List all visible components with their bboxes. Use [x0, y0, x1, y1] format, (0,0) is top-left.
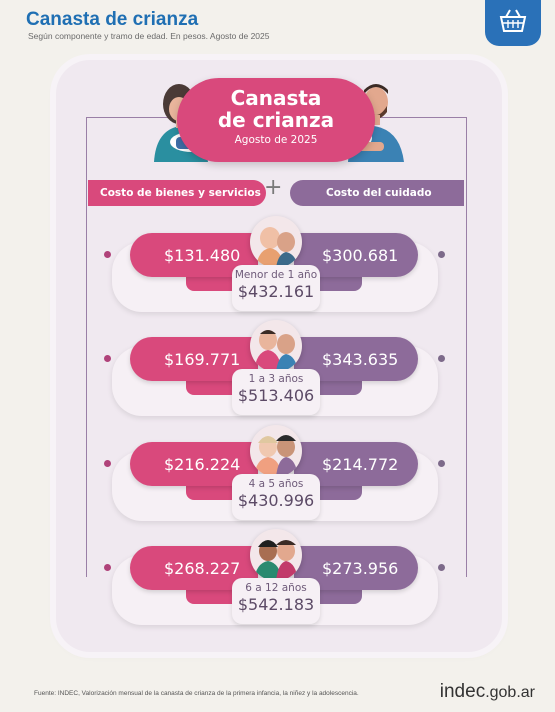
- category-goods-label: Costo de bienes y servicios: [100, 187, 261, 199]
- row-connector-right: [306, 486, 362, 500]
- row-dot-left: [104, 251, 111, 258]
- category-care: Costo del cuidado: [290, 180, 464, 206]
- goods-cost-value: $268.227: [164, 558, 241, 578]
- care-cost-value: $300.681: [322, 245, 399, 265]
- page-title: Canasta de crianza: [26, 9, 199, 30]
- age-illustration-children: [250, 529, 302, 581]
- total-box: 6 a 12 años $542.183: [232, 578, 320, 624]
- goods-cost-value: $131.480: [164, 245, 241, 265]
- row-dot-left: [104, 460, 111, 467]
- title-pill: Canasta de crianza Agosto de 2025: [177, 78, 375, 162]
- row-dot-right: [438, 460, 445, 467]
- row-dot-right: [438, 355, 445, 362]
- source-note: Fuente: INDEC, Valorización mensual de l…: [34, 690, 359, 697]
- total-value: $432.161: [237, 282, 315, 301]
- age-range-label: Menor de 1 año: [234, 269, 318, 281]
- total-value: $513.406: [237, 386, 315, 405]
- row-dot-right: [438, 251, 445, 258]
- care-cost-pill: $300.681: [294, 233, 418, 277]
- age-range-label: 6 a 12 años: [245, 582, 307, 594]
- row-connector-right: [306, 277, 362, 291]
- age-illustration-toddlers: [250, 320, 302, 372]
- total-value: $430.996: [237, 491, 315, 510]
- total-box: Menor de 1 año $432.161: [232, 265, 320, 311]
- goods-cost-pill: $268.227: [130, 546, 258, 590]
- goods-cost-value: $169.771: [164, 349, 241, 369]
- goods-cost-pill: $169.771: [130, 337, 258, 381]
- row-connector-right: [306, 590, 362, 604]
- total-value: $542.183: [237, 595, 315, 614]
- basket-icon: [498, 8, 528, 38]
- age-illustration-preschoolers: [250, 425, 302, 477]
- frame-line-left: [86, 117, 87, 577]
- row-dot-right: [438, 564, 445, 571]
- brand-suffix: .gob.ar: [485, 684, 535, 701]
- total-box: 4 a 5 años $430.996: [232, 474, 320, 520]
- page-subtitle: Según componente y tramo de edad. En pes…: [28, 31, 270, 41]
- frame-line-right-top: [374, 117, 466, 118]
- row-dot-left: [104, 564, 111, 571]
- card-title-line2: de crianza: [217, 108, 335, 132]
- care-cost-value: $343.635: [322, 349, 399, 369]
- category-goods-services: Costo de bienes y servicios: [88, 180, 266, 206]
- category-care-label: Costo del cuidado: [326, 187, 432, 199]
- indec-logo[interactable]: indec.gob.ar: [440, 681, 535, 703]
- care-cost-value: $273.956: [322, 558, 399, 578]
- age-range-label: 1 a 3 años: [248, 373, 304, 385]
- age-range-label: 4 a 5 años: [248, 478, 304, 490]
- plus-sign: +: [264, 175, 283, 200]
- age-illustration-baby: [250, 216, 302, 268]
- row-connector-right: [306, 381, 362, 395]
- goods-cost-value: $216.224: [164, 454, 241, 474]
- card-title-line1: Canasta: [230, 86, 322, 110]
- brand-main: indec: [439, 681, 486, 702]
- total-box: 1 a 3 años $513.406: [232, 369, 320, 415]
- care-cost-pill: $273.956: [294, 546, 418, 590]
- row-connector-left: [186, 590, 246, 604]
- care-cost-value: $214.772: [322, 454, 399, 474]
- row-connector-left: [186, 381, 246, 395]
- row-dot-left: [104, 355, 111, 362]
- frame-line-right: [466, 117, 467, 577]
- card-date: Agosto de 2025: [234, 134, 318, 146]
- frame-line-left-top: [86, 117, 178, 118]
- row-connector-left: [186, 277, 246, 291]
- row-connector-left: [186, 486, 246, 500]
- badge: [485, 0, 541, 46]
